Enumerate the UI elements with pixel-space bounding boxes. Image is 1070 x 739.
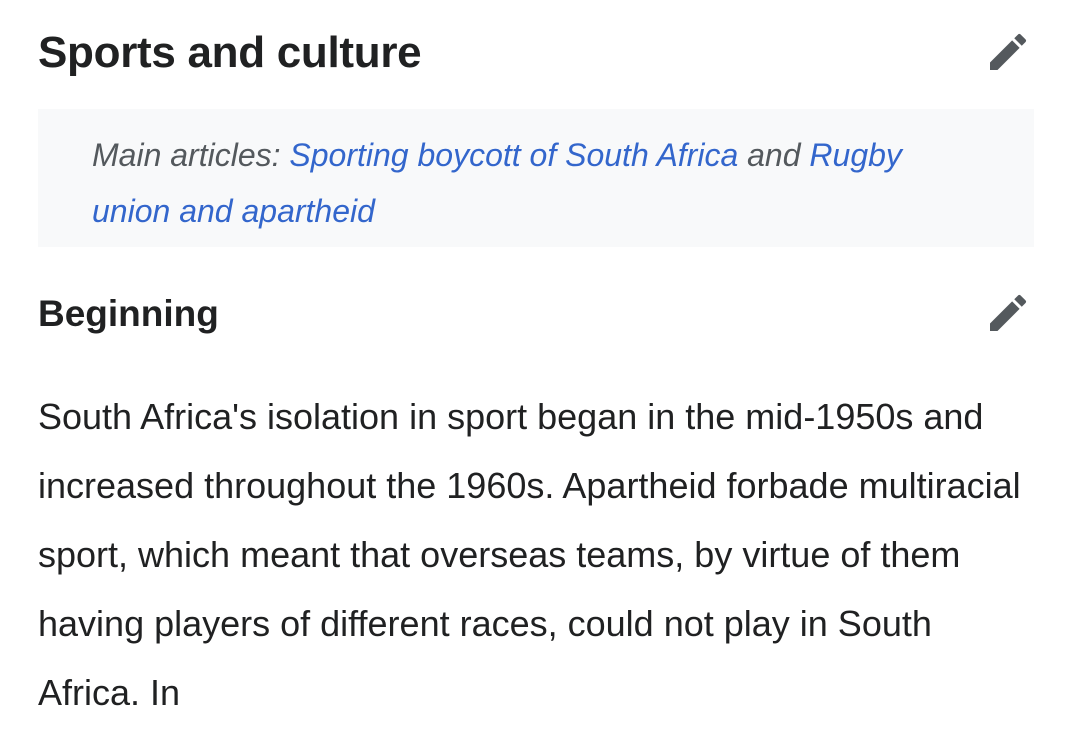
subsection-title: Beginning [38, 293, 219, 334]
link-rugby-union-apartheid[interactable]: Rugby union and apartheid [92, 137, 902, 229]
section-heading: Sports and culture [38, 22, 1032, 84]
link-sporting-boycott[interactable]: Sporting boycott of South Africa [289, 137, 739, 173]
subsection-heading: Beginning [38, 286, 1032, 342]
edit-subsection-button[interactable] [982, 287, 1034, 339]
pencil-icon [990, 294, 1027, 331]
hatnote-conjunction: and [738, 137, 810, 173]
hatnote-prefix: Main articles: [92, 137, 290, 173]
pencil-icon [990, 33, 1027, 70]
edit-section-button[interactable] [982, 26, 1034, 78]
body-paragraph: South Africa's isolation in sport began … [38, 396, 1021, 713]
hatnote-main-articles: Main articles: Sporting boycott of South… [38, 109, 1034, 247]
section-title: Sports and culture [38, 28, 422, 77]
